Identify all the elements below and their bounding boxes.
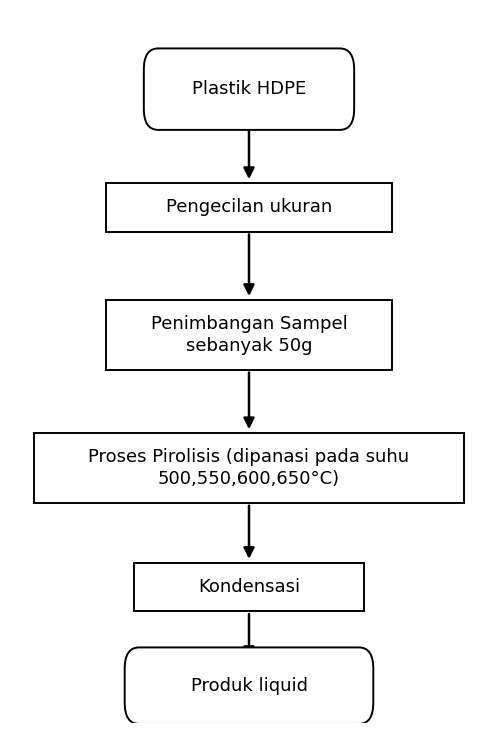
FancyBboxPatch shape	[134, 563, 364, 611]
FancyBboxPatch shape	[106, 183, 392, 232]
Text: Pengecilan ukuran: Pengecilan ukuran	[166, 199, 332, 216]
Text: Plastik HDPE: Plastik HDPE	[192, 80, 306, 98]
FancyBboxPatch shape	[34, 433, 464, 503]
Text: Penimbangan Sampel
sebanyak 50g: Penimbangan Sampel sebanyak 50g	[150, 315, 348, 355]
FancyBboxPatch shape	[124, 647, 374, 724]
Text: Kondensasi: Kondensasi	[198, 578, 300, 596]
FancyBboxPatch shape	[144, 49, 354, 130]
Text: Produk liquid: Produk liquid	[191, 677, 307, 694]
Text: Proses Pirolisis (dipanasi pada suhu
500,550,600,650°C): Proses Pirolisis (dipanasi pada suhu 500…	[89, 448, 409, 489]
FancyBboxPatch shape	[106, 300, 392, 370]
